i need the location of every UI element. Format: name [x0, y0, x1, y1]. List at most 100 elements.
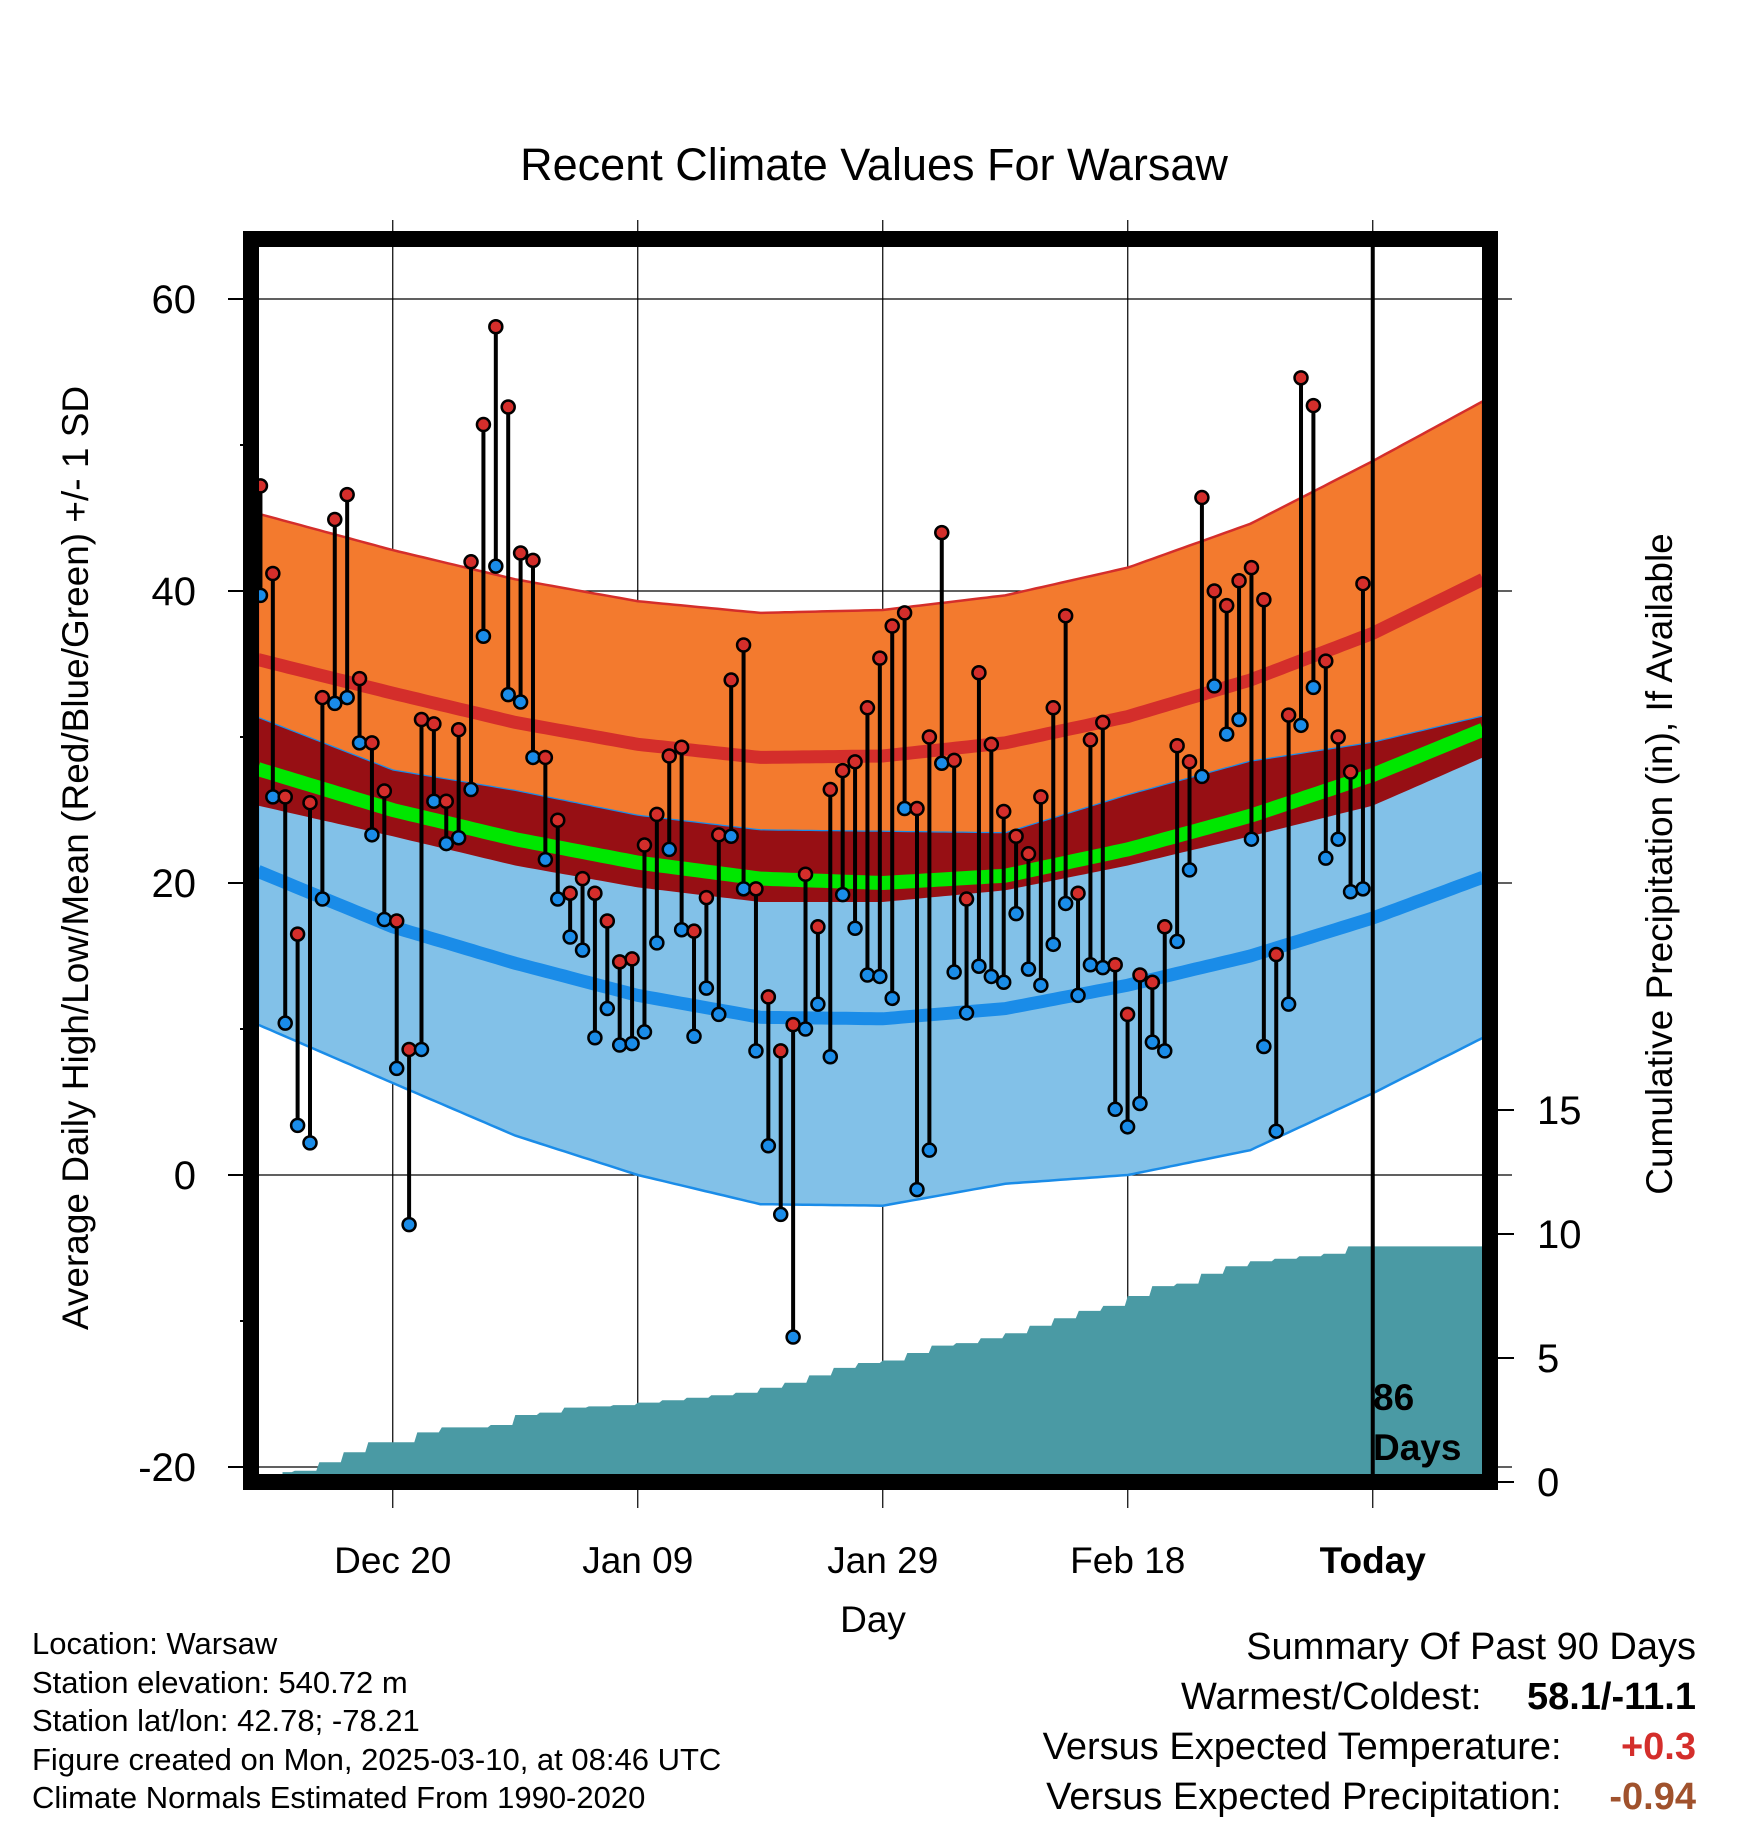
y-tick-label: 60 — [152, 278, 197, 322]
daily-low-point — [339, 689, 355, 706]
daily-high-point — [1095, 714, 1111, 731]
daily-low-point — [909, 1181, 925, 1198]
daily-low-point — [946, 964, 962, 980]
x-tick-label: Jan 29 — [827, 1540, 938, 1581]
daily-high-point — [896, 605, 913, 621]
daily-high-point — [1057, 608, 1074, 624]
daily-low-point — [450, 829, 467, 846]
daily-high-point — [1268, 946, 1284, 963]
y-axis-label: Average Daily High/Low/Mean (Red/Blue/Gr… — [55, 386, 96, 1330]
daily-low-point — [302, 1135, 318, 1151]
daily-low-point — [1206, 678, 1223, 694]
daily-high-point — [1181, 754, 1198, 770]
daily-high-point — [1194, 489, 1210, 506]
daily-low-point — [1280, 996, 1297, 1012]
y2-tick-label: 5 — [1537, 1337, 1559, 1381]
temp-value: +0.3 — [1620, 1726, 1696, 1768]
daily-low-point — [587, 1030, 603, 1046]
daily-low-point — [1057, 895, 1074, 912]
x-tick-label: Feb 18 — [1070, 1540, 1185, 1581]
daily-high-point — [463, 554, 479, 570]
daily-low-point — [673, 921, 690, 938]
daily-low-point — [438, 835, 455, 852]
daily-high-point — [1020, 846, 1037, 862]
daily-low-point — [351, 735, 368, 751]
daily-high-point — [859, 700, 876, 716]
summary-warm-cold: Warmest/Coldest: 58.1/-11.1 — [1043, 1672, 1696, 1722]
daily-low-point — [1132, 1095, 1148, 1112]
y-tick-label: 40 — [152, 570, 197, 614]
daily-high-point — [1293, 370, 1309, 386]
axes: -20 0 20 40 60 0 5 10 15 Dec 20 Jan 09 Jan 29 Feb 18… — [138, 278, 1581, 1581]
daily-high-point — [847, 754, 863, 770]
daily-high-point — [1355, 575, 1371, 592]
daily-low-point — [847, 920, 863, 937]
precipitation-area — [282, 1246, 1483, 1482]
daily-low-point — [1231, 711, 1247, 728]
daily-low-point — [896, 800, 913, 817]
daily-high-point — [450, 721, 467, 738]
warm-cold-value: 58.1/-11.1 — [1526, 1676, 1696, 1718]
y2-tick-label: 15 — [1537, 1089, 1582, 1133]
daily-high-point — [488, 318, 504, 335]
daily-high-point — [475, 416, 492, 433]
daily-low-point — [921, 1142, 938, 1158]
daily-high-point — [958, 891, 975, 907]
daily-low-point — [624, 1035, 640, 1052]
daily-high-point — [822, 781, 839, 798]
daily-high-point — [735, 637, 752, 653]
daily-high-point — [388, 913, 405, 929]
daily-low-point — [859, 967, 876, 983]
precip-value: -0.94 — [1609, 1776, 1696, 1818]
daily-high-point — [1119, 1006, 1136, 1023]
daily-high-point — [1330, 729, 1346, 745]
daily-low-point — [388, 1060, 405, 1077]
elevation-text: Station elevation: 540.72 m — [32, 1664, 408, 1700]
daily-low-point — [934, 755, 950, 772]
daily-low-point — [1243, 831, 1260, 847]
daily-high-point — [351, 670, 368, 687]
daily-high-point — [1305, 397, 1322, 414]
daily-high-point — [1318, 653, 1334, 669]
summary-panel: Summary Of Past 90 Days Warmest/Coldest:… — [1043, 1622, 1696, 1822]
summary-title: Summary Of Past 90 Days — [1246, 1626, 1696, 1668]
daily-high-point — [339, 486, 355, 503]
daily-high-point — [921, 729, 938, 745]
daily-low-point — [364, 827, 380, 843]
latlon-text: Station lat/lon: 42.78; -78.21 — [32, 1703, 420, 1738]
daily-low-point — [1008, 905, 1024, 922]
daily-low-point — [735, 881, 752, 897]
daily-low-point — [599, 1000, 616, 1017]
daily-low-point — [822, 1048, 839, 1065]
daily-high-point — [1243, 559, 1260, 576]
daily-low-point — [1082, 957, 1099, 973]
y2-tick-label: 10 — [1537, 1213, 1582, 1257]
daily-high-point — [1144, 974, 1161, 991]
daily-high-point — [797, 866, 814, 882]
daily-low-point — [1318, 850, 1334, 866]
daily-high-point — [711, 827, 727, 843]
warm-cold-label: Warmest/Coldest: — [1180, 1676, 1482, 1718]
daily-high-point — [723, 672, 739, 688]
daily-high-point — [785, 1016, 801, 1033]
station-info: Location: Warsaw Station elevation: 540.… — [32, 1625, 721, 1818]
normals-source-text: Climate Normals Estimated From 1990-2020 — [32, 1780, 646, 1815]
overlap-band — [258, 716, 1483, 902]
daily-low-point — [723, 828, 739, 845]
x-tick-label: Today — [1320, 1540, 1427, 1581]
daily-high-point — [810, 919, 826, 935]
y-tick-label: 0 — [174, 1154, 196, 1198]
daily-high-point — [636, 837, 653, 853]
daily-low-point — [1095, 959, 1111, 976]
daily-low-point — [376, 911, 393, 928]
daily-low-point — [1156, 1043, 1173, 1059]
daily-high-point — [500, 399, 516, 415]
daily-low-point — [748, 1043, 764, 1059]
daily-high-point — [1045, 700, 1062, 716]
daily-high-point — [611, 954, 628, 970]
daily-high-point — [1033, 789, 1049, 805]
daily-high-point — [1008, 828, 1024, 845]
daily-high-point — [834, 762, 851, 779]
daily-high-point — [649, 806, 665, 823]
today-days-count: 86 — [1373, 1377, 1414, 1418]
